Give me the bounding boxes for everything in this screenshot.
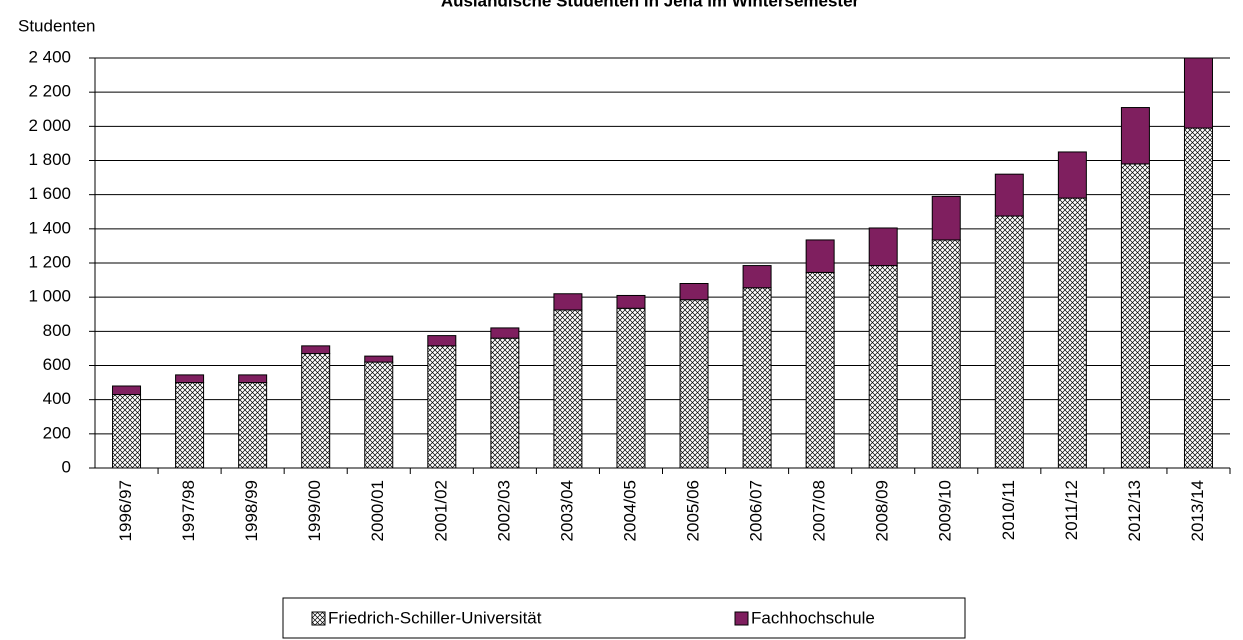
bar-segment	[112, 385, 142, 396]
bar-segment	[805, 239, 835, 273]
y-tick-label: 400	[43, 389, 71, 408]
x-tick-label: 2006/07	[747, 480, 766, 541]
y-tick-label: 0	[62, 457, 71, 476]
bar-segment	[175, 382, 205, 469]
bar-segment	[994, 173, 1024, 217]
y-tick-label: 1 400	[28, 218, 71, 237]
bar-segment	[112, 394, 142, 469]
x-tick-label: 2003/04	[557, 480, 576, 541]
bar-segment	[364, 355, 394, 363]
bar-segment	[616, 307, 646, 469]
y-tick-label: 800	[43, 321, 71, 340]
bar-segment	[427, 345, 457, 469]
bar-segment	[616, 294, 646, 309]
bar-segment	[238, 374, 268, 384]
x-tick-label: 2000/01	[368, 480, 387, 541]
bar-segment	[931, 239, 961, 469]
bar-segment	[805, 271, 835, 469]
y-tick-label: 2 000	[28, 116, 71, 135]
bar-segment	[553, 293, 583, 311]
x-tick-label: 1999/00	[305, 480, 324, 541]
y-axis-label: Studenten	[18, 16, 96, 35]
bar-segment	[868, 265, 898, 469]
bar-segment	[1057, 197, 1087, 469]
x-tick-label: 2008/09	[873, 480, 892, 541]
bar-segment	[364, 361, 394, 469]
x-tick-label: 2010/11	[999, 480, 1018, 540]
bar-segment	[1120, 107, 1150, 165]
bar-segment	[1120, 163, 1150, 469]
bar-segment	[490, 337, 520, 469]
legend-label: Friedrich-Schiller-Universität	[328, 608, 542, 627]
bar-segment	[931, 195, 961, 241]
bar-segment	[1057, 151, 1087, 199]
bar-segment	[994, 215, 1024, 469]
bar-segment	[490, 327, 520, 339]
chart-title: Ausländische Studenten in Jena im Winter…	[441, 0, 860, 10]
bar-segment	[868, 227, 898, 267]
bar-segment	[301, 353, 331, 469]
bar-segment	[175, 374, 205, 384]
y-tick-label: 600	[43, 355, 71, 374]
x-tick-label: 2002/03	[494, 480, 513, 541]
x-tick-label: 2005/06	[684, 480, 703, 541]
y-tick-label: 2 400	[28, 47, 71, 66]
legend-swatch	[734, 611, 749, 626]
bar-segment	[238, 382, 268, 469]
bar-segment	[679, 299, 709, 469]
y-tick-label: 1 600	[28, 184, 71, 203]
x-tick-label: 2012/13	[1125, 480, 1144, 541]
bar-segment	[679, 283, 709, 301]
x-tick-label: 1998/99	[242, 480, 261, 541]
x-tick-label: 2009/10	[936, 480, 955, 541]
y-tick-label: 1 800	[28, 150, 71, 169]
x-tick-label: 1996/97	[116, 480, 135, 541]
bar-segment	[742, 265, 772, 289]
legend-swatch	[311, 611, 326, 626]
x-tick-label: 1997/98	[179, 480, 198, 541]
legend-label: Fachhochschule	[751, 608, 875, 627]
bar-segment	[1183, 57, 1213, 129]
x-tick-label: 2011/12	[1062, 480, 1081, 540]
x-tick-label: 2007/08	[810, 480, 829, 541]
bar-segment	[742, 287, 772, 469]
bar-segment	[553, 309, 583, 469]
y-tick-label: 1 000	[28, 287, 71, 306]
bar-segment	[1183, 127, 1213, 469]
y-tick-label: 2 200	[28, 82, 71, 101]
bar-segment	[301, 345, 331, 355]
bar-segment	[427, 335, 457, 347]
y-tick-label: 200	[43, 423, 71, 442]
x-tick-label: 2013/14	[1188, 480, 1207, 541]
legend-box	[282, 597, 966, 639]
x-tick-label: 2001/02	[431, 480, 450, 541]
y-tick-label: 1 200	[28, 252, 71, 271]
x-tick-label: 2004/05	[620, 480, 639, 541]
